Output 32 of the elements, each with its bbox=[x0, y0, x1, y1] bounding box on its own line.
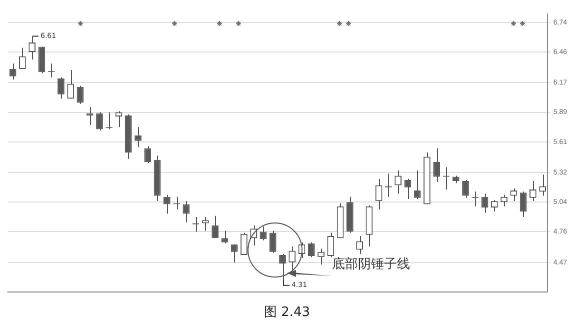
candlestick bbox=[240, 232, 248, 256]
candlestick bbox=[260, 226, 267, 241]
candlestick bbox=[269, 230, 276, 254]
candlestick bbox=[212, 215, 219, 239]
candlestick bbox=[318, 248, 324, 266]
candlestick bbox=[58, 76, 64, 100]
candlestick bbox=[404, 178, 412, 200]
candlestick bbox=[500, 194, 508, 207]
candlestick bbox=[163, 194, 170, 214]
candlestick bbox=[230, 244, 238, 263]
candlestick bbox=[414, 170, 421, 200]
candlestick bbox=[134, 126, 142, 148]
candlestick bbox=[19, 47, 26, 70]
candlestick bbox=[144, 146, 152, 164]
caption: 图 2.43 bbox=[262, 304, 312, 321]
candlestick bbox=[9, 63, 16, 80]
candlestick bbox=[182, 200, 190, 223]
candlestick bbox=[202, 216, 209, 232]
candlestick bbox=[96, 112, 103, 131]
candlestick bbox=[221, 230, 228, 244]
candlestick bbox=[375, 178, 382, 210]
candlestick bbox=[38, 46, 46, 74]
candlestick bbox=[462, 179, 469, 198]
candlestick bbox=[67, 70, 74, 100]
candlestick bbox=[520, 191, 527, 218]
annotation: 底部阴锤子线 bbox=[332, 256, 410, 273]
candlestick bbox=[288, 246, 296, 270]
candlestick bbox=[539, 174, 546, 196]
candlestick bbox=[433, 148, 440, 183]
candlestick bbox=[76, 85, 84, 104]
candlestick bbox=[308, 242, 315, 258]
candlestick bbox=[327, 232, 334, 258]
